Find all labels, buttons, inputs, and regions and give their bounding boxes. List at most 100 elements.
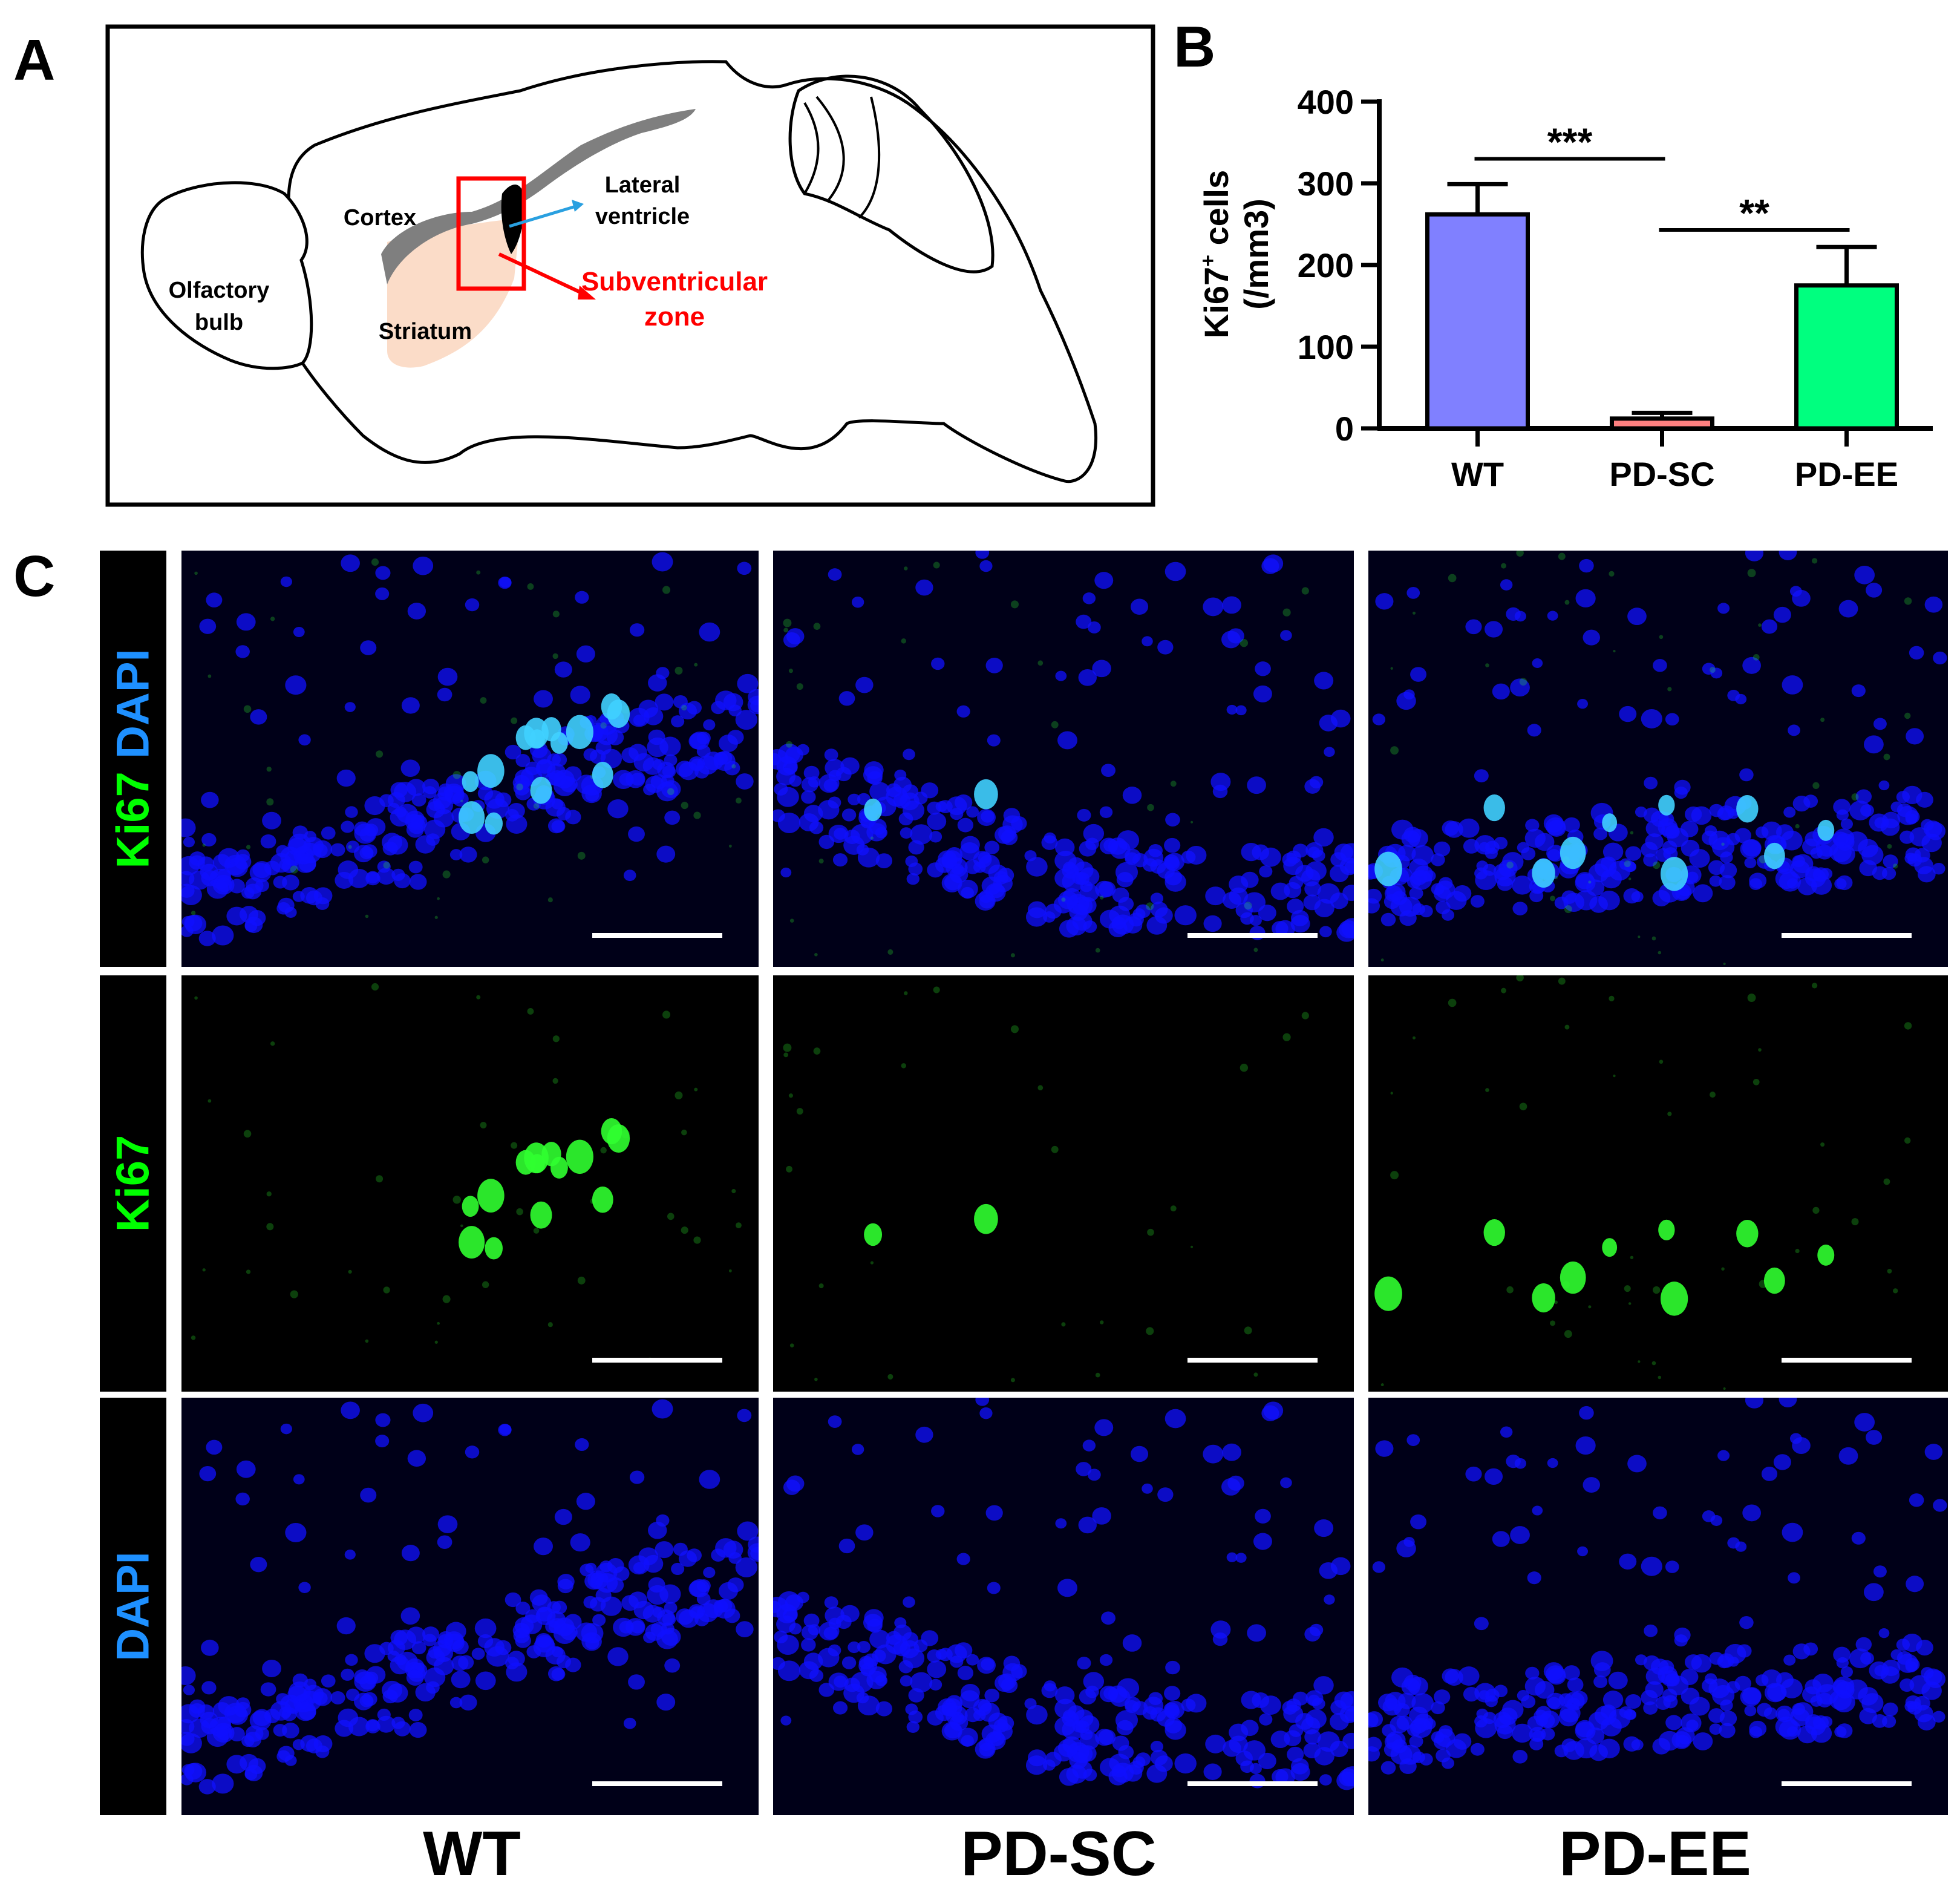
nucleus — [375, 587, 390, 600]
nucleus — [1342, 1732, 1354, 1749]
ki67-speck — [1613, 1074, 1616, 1078]
nucleus — [1223, 891, 1241, 909]
row-label-part: DAPI — [107, 1551, 159, 1661]
ki67-speck — [796, 683, 803, 690]
nucleus — [560, 776, 578, 793]
nucleus — [406, 822, 424, 838]
nucleus — [628, 1674, 645, 1690]
nucleus — [1881, 867, 1896, 880]
ki67-positive-cell — [477, 1179, 505, 1213]
nucleus — [1593, 1675, 1608, 1688]
nucleus — [229, 879, 245, 894]
nucleus — [570, 1533, 590, 1552]
ki67-speck — [818, 1283, 824, 1289]
ki67-speck — [1244, 902, 1252, 910]
nucleus — [1709, 1651, 1724, 1665]
nucleus — [659, 1584, 681, 1604]
nucleus — [711, 1548, 726, 1562]
nucleus — [828, 824, 849, 843]
nucleus — [1041, 835, 1058, 850]
scale-bar — [1187, 1781, 1318, 1786]
nucleus — [1878, 1628, 1890, 1639]
nucleus — [975, 1398, 990, 1406]
nucleus — [244, 883, 262, 900]
ki67-positive-cell — [541, 717, 561, 742]
nucleus — [199, 618, 217, 634]
nucleus — [1045, 903, 1062, 919]
nucleus — [1263, 1401, 1284, 1420]
nucleus — [1411, 1693, 1434, 1714]
nucleus — [1079, 1689, 1097, 1705]
nucleus — [407, 1450, 426, 1467]
nucleus — [387, 1683, 408, 1703]
striatum-shape — [387, 218, 520, 368]
nucleus — [554, 661, 572, 678]
nucleus — [736, 773, 754, 790]
nucleus — [655, 1541, 674, 1559]
nucleus — [1148, 844, 1163, 857]
nucleus — [696, 732, 711, 745]
nucleus — [1547, 819, 1566, 837]
scale-bar — [1782, 1781, 1912, 1786]
ki67-speck — [1564, 1024, 1570, 1030]
nucleus — [181, 1666, 196, 1686]
nucleus — [1079, 1732, 1100, 1750]
ki67-speck — [1240, 1064, 1249, 1072]
nucleus — [1619, 706, 1637, 722]
nucleus — [1773, 606, 1791, 623]
nucleus — [629, 623, 645, 637]
nucleus — [713, 1599, 736, 1619]
nucleus — [1627, 607, 1647, 626]
nucleus — [1342, 885, 1354, 902]
nucleus — [1045, 1752, 1062, 1767]
nucleus — [1453, 885, 1472, 902]
nucleus — [1095, 880, 1114, 898]
nucleus — [1465, 619, 1482, 635]
nucleus — [1567, 1677, 1584, 1692]
nucleus — [656, 1694, 676, 1711]
ki67-speck — [1653, 1286, 1661, 1294]
row-label-strip-merge: Ki67 DAPI — [100, 551, 166, 967]
nucleus — [262, 1660, 281, 1678]
nucleus — [1782, 675, 1803, 695]
nucleus — [735, 1557, 757, 1577]
ki67-speck — [1448, 998, 1457, 1007]
nucleus — [1883, 1702, 1898, 1717]
nucleus — [276, 902, 291, 915]
nucleus — [366, 1666, 386, 1684]
nucleus — [1235, 1750, 1253, 1767]
nucleus — [459, 846, 477, 863]
nucleus — [433, 809, 454, 828]
ki67-speck — [1721, 1267, 1725, 1271]
nucleus — [1788, 1572, 1800, 1584]
nucleus — [575, 1438, 589, 1451]
nucleus — [823, 779, 838, 792]
nucleus — [1368, 1711, 1383, 1727]
nucleus — [1078, 1516, 1097, 1534]
nucleus — [330, 1691, 345, 1704]
nucleus — [1247, 776, 1266, 794]
nucleus — [1287, 899, 1304, 914]
nucleus — [1792, 1702, 1814, 1721]
nucleus — [1259, 1695, 1281, 1715]
ki67-speck — [194, 996, 198, 1000]
column-label-pd-sc: PD-SC — [961, 1819, 1157, 1889]
nucleus — [848, 793, 861, 805]
ki67-speck — [1887, 844, 1892, 849]
y-axis-label-unit: (/mm3) — [1237, 198, 1275, 310]
nucleus — [1493, 863, 1512, 880]
nucleus — [656, 845, 676, 863]
y-tick-label: 200 — [1298, 246, 1354, 284]
nucleus — [1512, 1723, 1533, 1743]
ki67-speck — [783, 627, 789, 633]
nucleus — [1442, 909, 1454, 921]
nucleus — [713, 751, 736, 771]
ki67-speck — [694, 1087, 698, 1092]
nucleus — [1933, 1499, 1947, 1512]
nucleus — [780, 1715, 792, 1726]
nucleus — [1761, 821, 1782, 840]
nucleus — [773, 1657, 785, 1671]
ki67-speck — [600, 1147, 607, 1154]
nucleus — [498, 1424, 512, 1436]
nucleus — [1057, 1579, 1077, 1597]
